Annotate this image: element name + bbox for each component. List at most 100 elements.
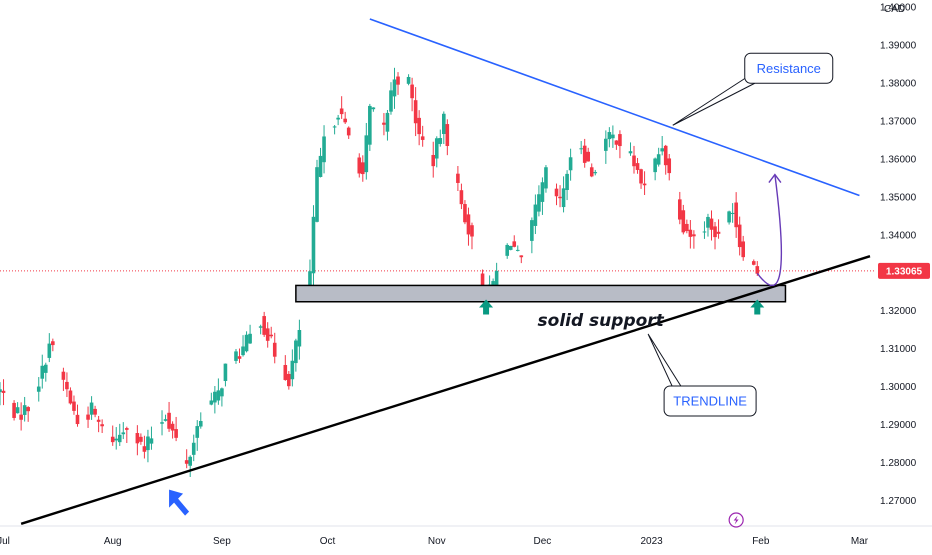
candle-body <box>515 249 520 251</box>
trendline-callout-text: TRENDLINE <box>673 394 747 409</box>
candle-body <box>445 124 450 147</box>
candle-body <box>287 373 291 387</box>
candle-body <box>702 231 707 233</box>
candle-body <box>315 167 319 222</box>
trendline <box>20 255 871 525</box>
candle-body <box>272 342 277 357</box>
candle-body <box>716 231 721 234</box>
candle-body <box>258 326 263 328</box>
candle-body <box>65 381 69 390</box>
candle-body <box>213 391 217 403</box>
y-tick-label: 1.35000 <box>880 192 917 203</box>
candle-body <box>459 190 464 205</box>
x-tick-label: Oct <box>320 536 336 547</box>
y-tick-label: 1.36000 <box>880 154 917 165</box>
candle-body <box>442 113 446 135</box>
candle-body <box>656 154 661 165</box>
candle-body <box>93 408 97 415</box>
candle-body <box>265 328 270 341</box>
candle-body <box>544 167 548 189</box>
candle-body <box>195 426 200 438</box>
candle-body <box>410 84 414 99</box>
candle-body <box>332 126 337 128</box>
candle-body <box>61 371 66 380</box>
trendline-callout-box <box>663 385 757 417</box>
candle-body <box>438 138 443 144</box>
candle-body <box>308 271 312 292</box>
candle-body <box>36 386 41 392</box>
current-price-tag <box>878 262 930 279</box>
y-tick-label: 1.34000 <box>880 230 917 241</box>
candle-body <box>618 134 622 147</box>
candle-body <box>40 365 45 379</box>
candle-body <box>294 340 298 364</box>
candle-body <box>730 212 735 215</box>
candle-body <box>706 216 710 228</box>
candle-body <box>297 330 302 347</box>
candle-body <box>692 234 696 237</box>
candle-body <box>371 107 376 110</box>
candle-body <box>241 346 245 356</box>
x-tick-label: Aug <box>104 536 122 547</box>
x-tick-label: Nov <box>428 536 446 547</box>
candle-body <box>709 218 714 230</box>
candle-body <box>1 390 6 393</box>
y-tick-label: 1.27000 <box>880 496 917 507</box>
support-zone <box>295 284 787 303</box>
candle-body <box>406 76 411 84</box>
candle-body <box>357 157 362 174</box>
candle-body <box>466 214 471 235</box>
candle-body <box>431 154 436 167</box>
candle-body <box>561 188 566 208</box>
candle-body <box>593 172 598 174</box>
currency-label: CAD <box>884 4 905 15</box>
candle-body <box>15 407 20 414</box>
candle-body <box>72 401 76 411</box>
support-label: solid support <box>538 311 665 331</box>
candle-body <box>586 151 591 162</box>
candle-body <box>0 389 2 393</box>
candle-body <box>174 429 178 438</box>
candle-body <box>114 438 119 441</box>
candle-body <box>244 334 249 352</box>
candle-body <box>346 127 351 136</box>
candle-body <box>160 422 164 424</box>
candle-body <box>519 255 524 258</box>
x-tick-label: Feb <box>752 536 770 547</box>
candle-body <box>663 145 668 166</box>
candle-body <box>635 163 640 170</box>
candle-body <box>311 216 316 274</box>
candle-body <box>139 436 143 442</box>
candle-body <box>470 225 474 237</box>
candle-body <box>755 266 760 274</box>
y-tick-label: 1.30000 <box>880 382 917 393</box>
candle-body <box>170 423 175 431</box>
candle-body <box>216 390 221 401</box>
candle-body <box>653 158 657 173</box>
candle-body <box>456 173 460 183</box>
grid <box>0 270 932 527</box>
candle-body <box>125 428 129 430</box>
projection-curve <box>756 174 783 286</box>
candle-body <box>639 169 643 184</box>
y-tick-label: 1.28000 <box>880 458 917 469</box>
candle-body <box>68 390 73 404</box>
y-tick-label: 1.40000 <box>880 3 917 14</box>
candle-body <box>737 224 742 248</box>
candle-body <box>382 122 386 125</box>
axes: 1.27000 1.28000 1.29000 1.30000 1.31000 1.320… <box>0 3 930 547</box>
x-tick-label: Sep <box>213 536 231 547</box>
candle-body <box>611 134 615 139</box>
current-price-label: 1.33065 <box>886 266 923 277</box>
candle-body <box>146 436 150 451</box>
up-arrow-icon <box>750 299 765 315</box>
y-tick-label: 1.31000 <box>880 344 917 355</box>
candle-body <box>396 76 400 85</box>
candle-body <box>188 456 193 466</box>
candle-body <box>582 145 587 163</box>
candle-body <box>512 241 517 247</box>
candle-body <box>223 363 228 382</box>
y-tick-label: 1.29000 <box>880 420 917 431</box>
